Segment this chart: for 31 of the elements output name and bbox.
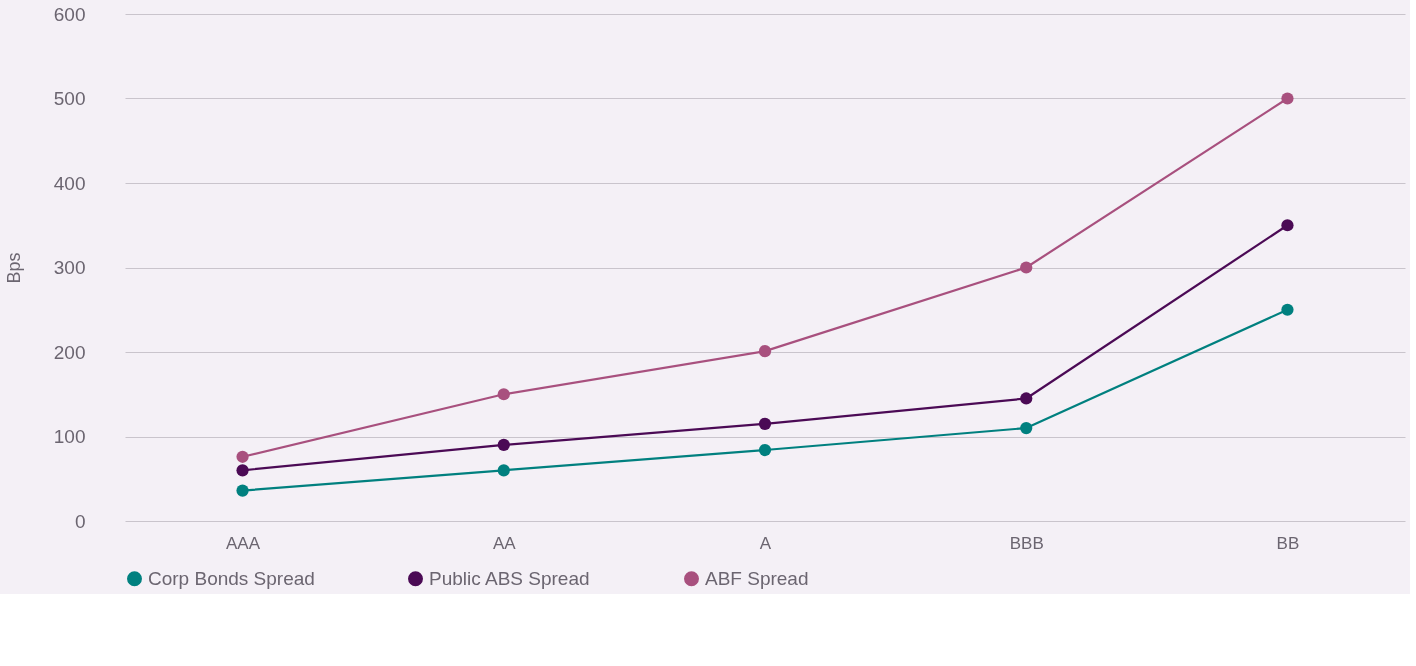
point (1281, 92, 1294, 105)
y-tick-label: 600 (53, 3, 86, 25)
legend-label: ABF Spread (705, 567, 809, 589)
x-tick-label: BBB (1009, 533, 1044, 553)
y-axis-title: Bps (3, 252, 24, 284)
legend-label: Public ABS Spread (429, 567, 590, 589)
point (236, 450, 249, 463)
y-tick-label: 100 (53, 426, 86, 447)
point (497, 438, 510, 452)
x-tick-label: A (759, 533, 772, 553)
y-tick-label: 400 (53, 172, 86, 194)
point (1020, 261, 1033, 274)
point (758, 345, 772, 358)
point (1020, 421, 1033, 435)
point (1281, 303, 1294, 316)
y-tick-label: 200 (53, 341, 86, 363)
y-tick-label: 0 (74, 510, 86, 532)
point (236, 464, 249, 477)
point (497, 388, 510, 401)
legend-label: Corp Bonds Spread (148, 567, 315, 589)
point (236, 484, 249, 497)
point (497, 464, 510, 477)
x-tick-label: AAA (226, 533, 261, 553)
x-tick-label: BB (1276, 533, 1300, 553)
x-tick-label: AA (492, 533, 517, 553)
point (758, 417, 772, 430)
y-tick-label: 300 (53, 257, 86, 278)
point (1020, 392, 1033, 405)
point (1281, 219, 1294, 232)
y-tick-label: 500 (53, 88, 86, 109)
point (758, 443, 772, 457)
